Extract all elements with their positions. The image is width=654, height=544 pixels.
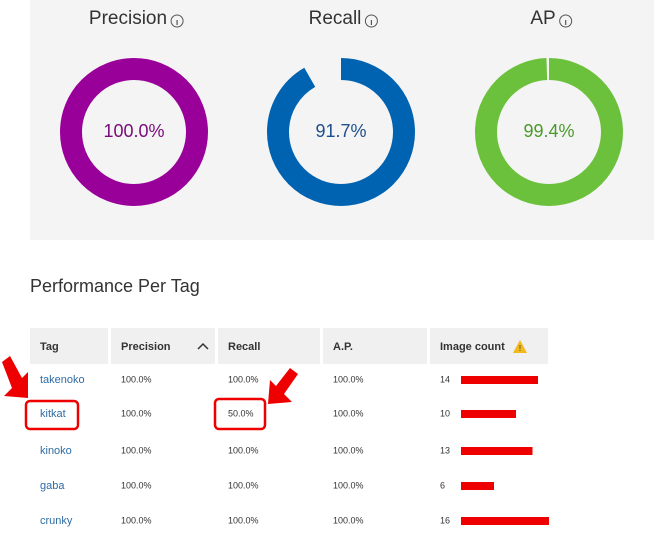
header-cell — [218, 328, 320, 364]
count-bar — [461, 376, 538, 384]
metric-title: AP — [530, 8, 555, 29]
cell: 100.0% — [228, 445, 259, 455]
warning-mark: ! — [519, 344, 521, 353]
cell: 100.0% — [333, 515, 364, 525]
metric-value: 91.7% — [315, 121, 366, 141]
tag-link: kinoko — [40, 445, 72, 457]
highlight-box — [213, 397, 267, 431]
highlight-box — [24, 399, 80, 431]
tag-link: gaba — [40, 480, 65, 492]
cell: 100.0% — [228, 374, 259, 384]
tag-link: crunky — [40, 515, 73, 527]
count-bar — [461, 517, 549, 525]
info-icon — [559, 14, 573, 28]
cell: 100.0% — [333, 480, 364, 490]
header-label: Recall — [228, 341, 260, 353]
header-cell — [111, 328, 215, 364]
arrow — [2, 356, 28, 398]
count-bar — [461, 410, 516, 418]
sort-icon[interactable] — [197, 342, 209, 350]
count-bar — [461, 447, 533, 455]
info-icon — [170, 14, 184, 28]
donut-arc — [475, 58, 623, 206]
table: Tag Precision Recall A.P. Image count takenok… — [30, 328, 549, 527]
cell: 100.0% — [333, 374, 364, 384]
count-bar — [461, 482, 494, 490]
header-label: Tag — [40, 341, 59, 353]
cell: 13 — [440, 445, 450, 455]
cell: 100.0% — [228, 515, 259, 525]
arrow — [268, 368, 298, 404]
metric-title: Precision — [89, 8, 167, 29]
cell: 100.0% — [121, 374, 152, 384]
cell: 100.0% — [228, 480, 259, 490]
header-label: A.P. — [333, 341, 353, 353]
cell: 6 — [440, 480, 445, 490]
header-cell — [430, 328, 548, 364]
donut-arc — [60, 58, 208, 206]
tag-link: kitkat — [40, 408, 66, 420]
info-icon — [364, 14, 378, 28]
tag-link: takenoko — [40, 374, 85, 386]
cell: 100.0% — [121, 480, 152, 490]
cell: 10 — [440, 408, 450, 418]
metric-value: 100.0% — [103, 121, 164, 141]
header-label: Image count — [440, 341, 505, 353]
header-cell — [30, 328, 108, 364]
cell: 16 — [440, 515, 450, 525]
cell: 14 — [440, 374, 450, 384]
cell: 100.0% — [333, 408, 364, 418]
metric-title: Recall — [309, 8, 362, 29]
cell: 100.0% — [121, 515, 152, 525]
metric-value: 99.4% — [523, 121, 574, 141]
cell: 50.0% — [228, 408, 254, 418]
section-title: Performance Per Tag — [30, 276, 200, 296]
metrics: Precision 100.0% Recall 91.7% AP 99.4% — [60, 8, 623, 206]
cell: 100.0% — [333, 445, 364, 455]
header-cell — [323, 328, 427, 364]
donut-arc — [267, 58, 415, 206]
cell: 100.0% — [121, 408, 152, 418]
header-label: Precision — [121, 341, 171, 353]
warning-icon — [513, 340, 527, 353]
cell: 100.0% — [121, 445, 152, 455]
